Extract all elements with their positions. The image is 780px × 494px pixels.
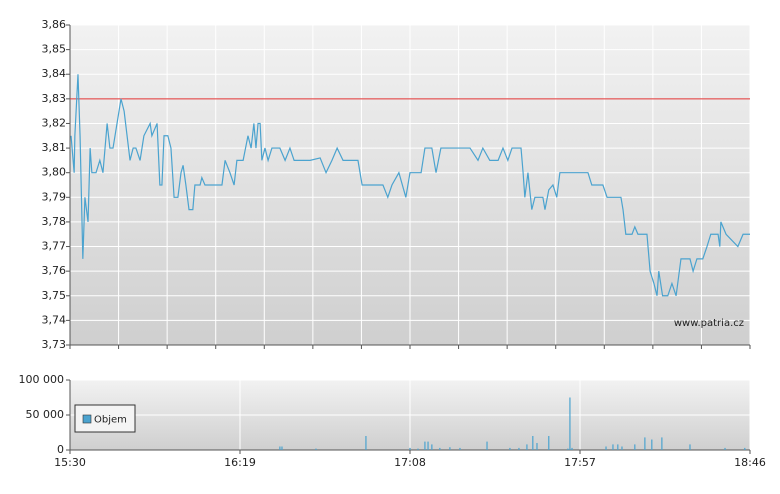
volume-bar — [567, 448, 569, 450]
x-tick-label: 17:08 — [394, 456, 426, 469]
volume-bar — [689, 444, 691, 450]
y-tick-label: 0 — [57, 443, 64, 456]
x-tick-label: 18:46 — [734, 456, 766, 469]
y-tick-label: 50 000 — [26, 408, 65, 421]
y-tick-label: 3,86 — [42, 18, 67, 31]
y-tick-label: 3,83 — [42, 92, 67, 105]
y-tick-label: 3,80 — [42, 166, 67, 179]
volume-bar — [526, 444, 528, 450]
y-tick-label: 3,85 — [42, 43, 67, 56]
volume-bar — [279, 446, 281, 450]
watermark: www.patria.cz — [674, 318, 744, 329]
price-line — [70, 74, 750, 297]
volume-bar — [509, 447, 511, 450]
volume-bar — [365, 436, 367, 450]
volume-bar — [424, 441, 426, 450]
x-tick-label: 15:30 — [54, 456, 86, 469]
volume-bar — [427, 441, 429, 450]
x-tick-label: 16:19 — [224, 456, 256, 469]
volume-bar — [651, 439, 653, 450]
volume-bar — [661, 437, 663, 450]
y-tick-label: 3,81 — [42, 141, 67, 154]
volume-bar — [431, 444, 433, 450]
volume-bar — [486, 441, 488, 450]
y-tick-label: 3,76 — [42, 264, 67, 277]
y-tick-label: 3,77 — [42, 240, 67, 253]
y-tick-label: 3,82 — [42, 116, 67, 129]
y-tick-label: 3,79 — [42, 190, 67, 203]
volume-bar — [459, 447, 461, 450]
volume-bar — [644, 437, 646, 450]
volume-bar — [417, 448, 419, 450]
y-tick-label: 3,78 — [42, 215, 67, 228]
legend-swatch — [82, 414, 92, 424]
y-tick-label: 3,75 — [42, 289, 67, 302]
volume-bar — [569, 397, 571, 450]
volume-bar — [409, 447, 411, 450]
volume-bar — [532, 436, 534, 450]
y-tick-label: 3,73 — [42, 338, 67, 351]
volume-bar — [571, 447, 573, 450]
y-tick-label: 3,74 — [42, 313, 67, 326]
volume-bar — [518, 447, 520, 450]
volume-bar — [315, 448, 317, 450]
volume-bar — [744, 447, 746, 450]
y-tick-label: 100 000 — [19, 373, 65, 386]
legend-label: Objem — [94, 415, 127, 426]
volume-bar — [634, 444, 636, 450]
y-tick-label: 3,84 — [42, 67, 67, 80]
volume-bar — [439, 447, 441, 450]
volume-bar — [617, 444, 619, 450]
volume-bar — [536, 443, 538, 450]
volume-bar — [612, 444, 614, 450]
volume-bar — [281, 446, 283, 450]
x-tick-label: 17:57 — [564, 456, 596, 469]
volume-bar — [605, 446, 607, 450]
volume-bar — [449, 447, 451, 450]
volume-bar — [548, 436, 550, 450]
volume-bar — [724, 447, 726, 450]
volume-bar — [621, 446, 623, 450]
